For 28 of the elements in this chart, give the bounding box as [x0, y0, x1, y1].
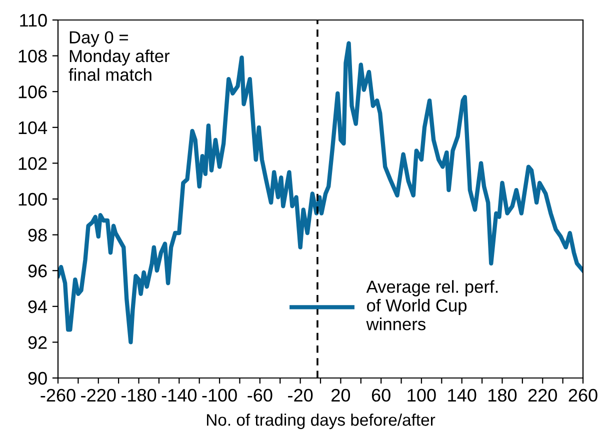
x-axis-title: No. of trading days before/after — [206, 414, 436, 430]
x-tick-label: 140 — [448, 388, 476, 402]
y-tick-label: 92 — [28, 336, 47, 349]
x-tick-label: 60 — [372, 388, 390, 402]
x-tick-label: -220 — [81, 388, 116, 402]
y-tick-label: 98 — [28, 228, 47, 242]
x-tick-label: -60 — [248, 388, 272, 402]
y-tick-label: 110 — [20, 14, 47, 27]
y-tick-label: 96 — [28, 264, 47, 278]
y-tick-label: 90 — [28, 372, 47, 385]
y-tick-label: 104 — [18, 121, 48, 134]
x-tick-label: 180 — [488, 388, 517, 402]
x-tick-label: 20 — [332, 388, 350, 402]
x-tick-label: 100 — [408, 388, 436, 402]
y-tick-label: 108 — [18, 50, 47, 63]
x-tick-label: -180 — [122, 388, 156, 402]
x-tick-label: -140 — [162, 388, 197, 402]
x-tick-label: -20 — [288, 388, 313, 402]
legend-label: Average rel. perf. of World Cup winners — [366, 280, 498, 330]
x-tick-label: 260 — [568, 388, 598, 402]
annotation: Day 0 = Monday after final match — [68, 31, 170, 81]
y-tick-label: 94 — [28, 300, 48, 314]
x-tick-label: 220 — [528, 388, 557, 402]
y-tick-label: 102 — [18, 157, 47, 170]
y-tick-label: 106 — [18, 86, 47, 98]
x-tick-label: -260 — [40, 388, 76, 402]
x-tick-label: -100 — [202, 388, 237, 402]
y-tick-label: 100 — [18, 192, 47, 206]
